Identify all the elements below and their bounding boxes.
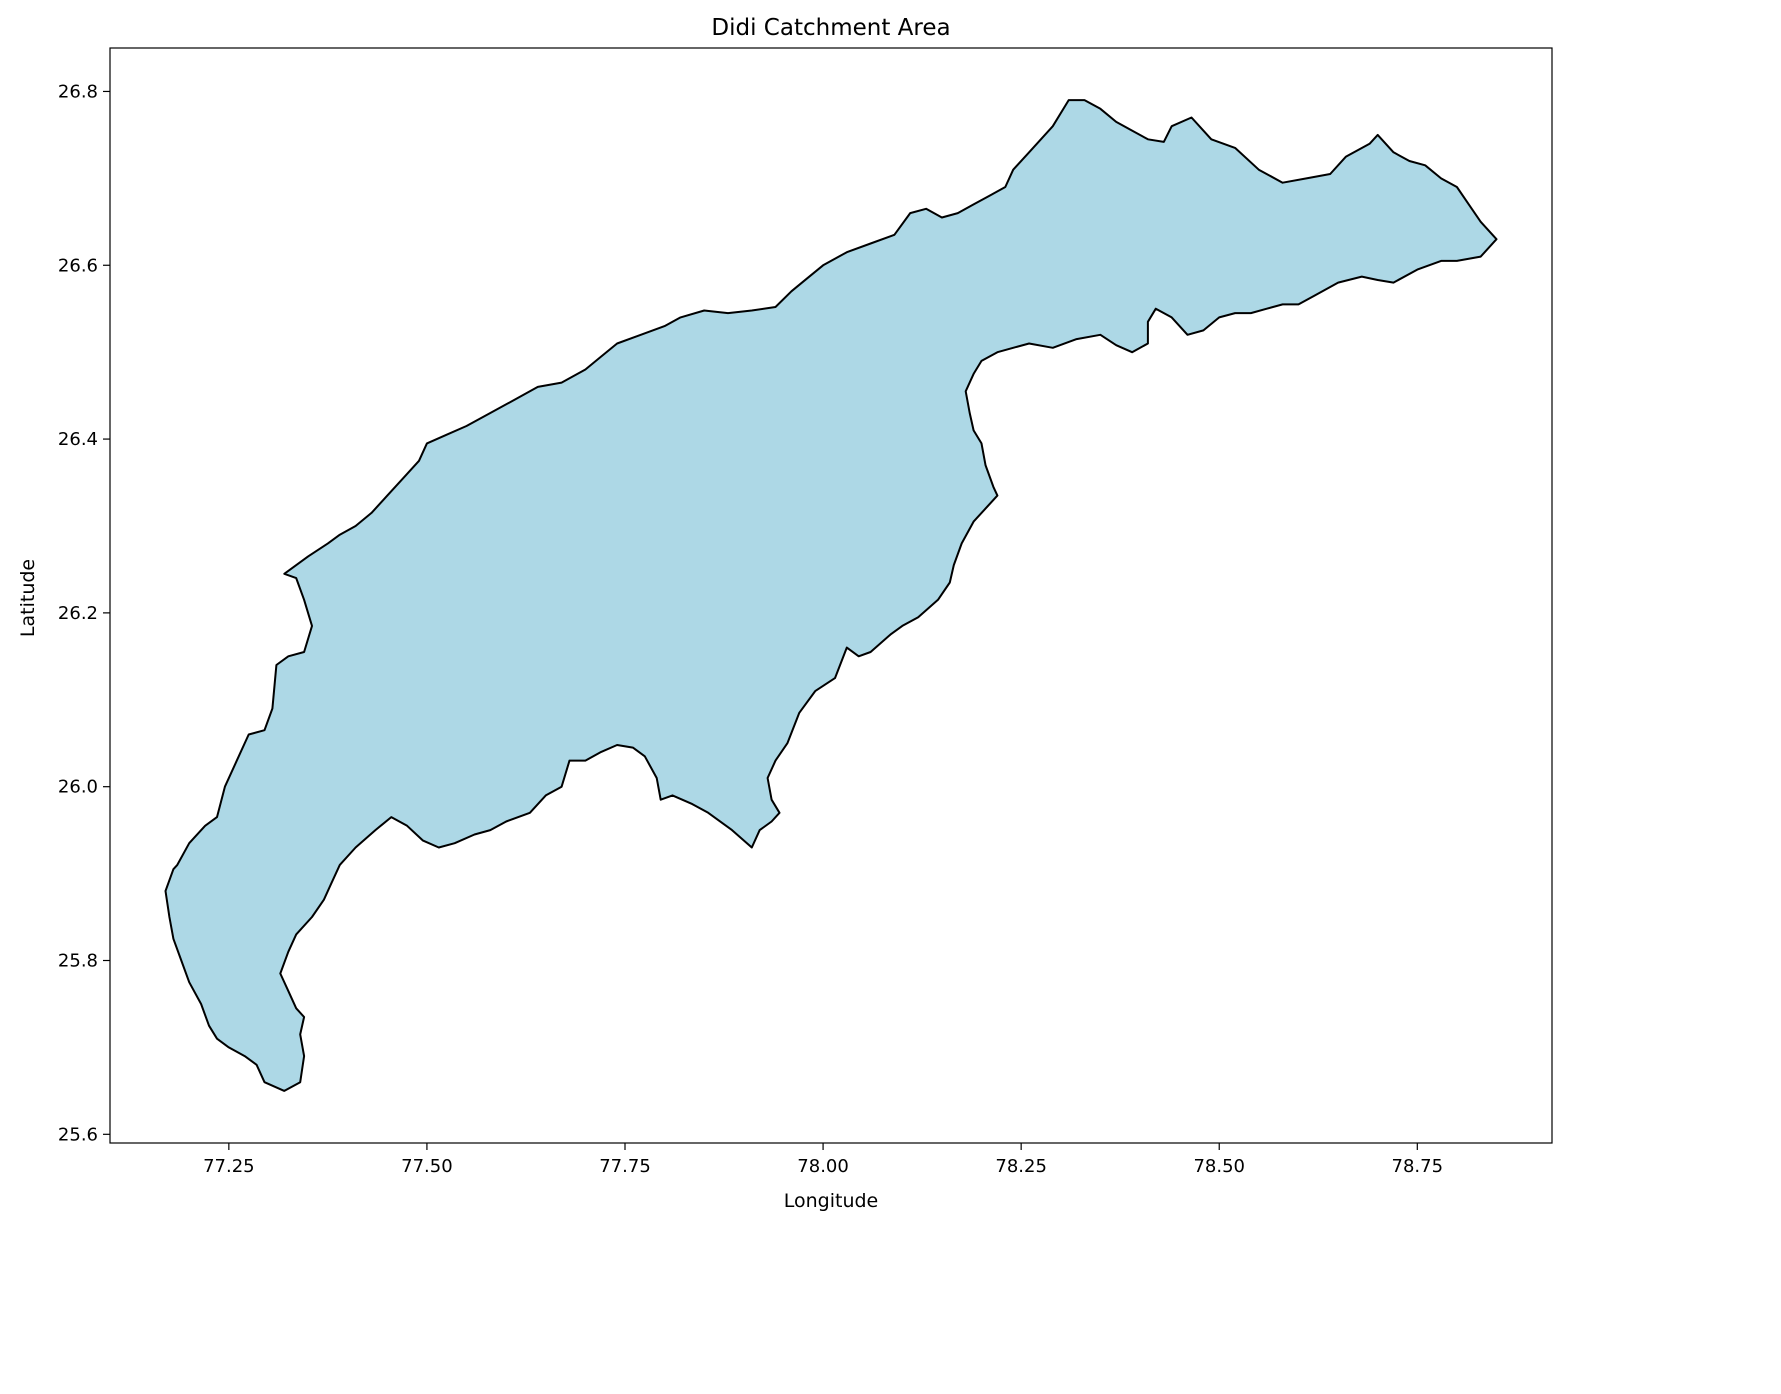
plot-area	[164, 99, 1498, 1092]
x-tick-label: 78.00	[797, 1156, 849, 1177]
x-tick-label: 78.50	[1193, 1156, 1245, 1177]
y-axis-label: Latitude	[17, 559, 39, 637]
x-axis-ticks: 77.25 77.50 77.75 78.00 78.25 78.50 78.75	[203, 1143, 1443, 1177]
x-axis-label: Longitude	[784, 1190, 879, 1212]
y-tick-label: 26.8	[58, 81, 98, 102]
y-tick-label: 25.6	[58, 1124, 98, 1145]
y-tick-label: 26.4	[58, 429, 98, 450]
y-tick-label: 26.0	[58, 777, 98, 798]
x-tick-label: 77.50	[401, 1156, 453, 1177]
y-axis-ticks: 25.6 25.8 26.0 26.2 26.4 26.6 26.8	[58, 81, 110, 1145]
axes-frame	[109, 47, 1553, 1144]
y-tick-label: 26.2	[58, 603, 98, 624]
y-tick-label: 25.8	[58, 951, 98, 972]
x-tick-label: 77.75	[599, 1156, 651, 1177]
catchment-area-polygon	[164, 99, 1498, 1092]
map-figure: 77.25 77.50 77.75 78.00 78.25 78.50 78.75 25.6…	[17, 15, 1553, 1212]
x-tick-label: 78.25	[995, 1156, 1047, 1177]
chart-title: Didi Catchment Area	[711, 15, 950, 41]
x-tick-label: 78.75	[1392, 1156, 1444, 1177]
y-tick-label: 26.6	[58, 255, 98, 276]
x-tick-label: 77.25	[203, 1156, 255, 1177]
